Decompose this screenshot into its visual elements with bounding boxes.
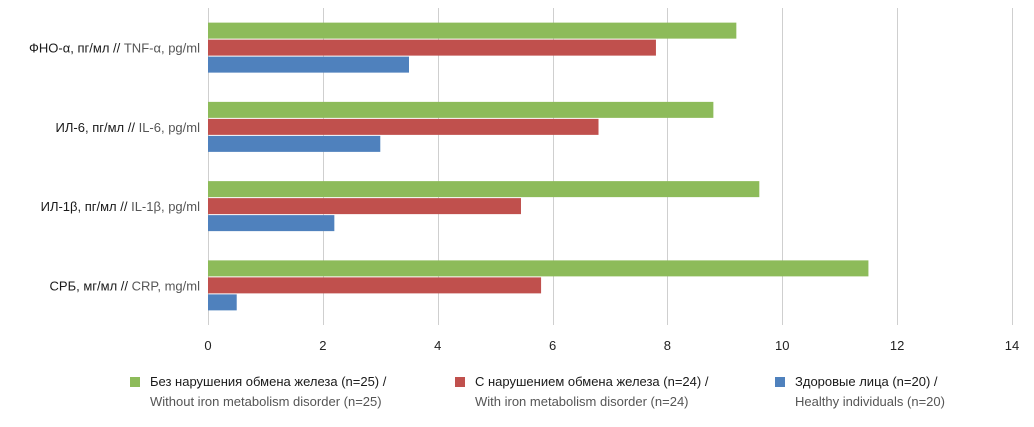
x-tick-label: 6 — [549, 338, 556, 353]
bar — [208, 135, 381, 152]
legend-label-en: Without iron metabolism disorder (n=25) — [150, 394, 382, 409]
category-labels: ФНО-α, пг/мл // TNF-α, pg/ml ИЛ-6, пг/мл … — [29, 41, 200, 294]
x-tick-labels: 0 2 4 6 8 10 12 14 — [204, 338, 1019, 353]
x-tick-label: 8 — [664, 338, 671, 353]
legend-label-en: Healthy individuals (n=20) — [795, 394, 945, 409]
legend: Без нарушения обмена железа (n=25) / Wit… — [0, 372, 1034, 422]
bar — [208, 56, 409, 73]
bar — [208, 198, 521, 215]
bar — [208, 294, 237, 311]
legend-swatch — [130, 377, 140, 387]
x-tick-label: 2 — [319, 338, 326, 353]
legend-text: Без нарушения обмена железа (n=25) / Wit… — [150, 372, 386, 412]
legend-swatch — [775, 377, 785, 387]
legend-text: С нарушением обмена железа (n=24) / With… — [475, 372, 708, 412]
legend-label-ru: Без нарушения обмена железа (n=25) / — [150, 374, 387, 389]
bars — [208, 22, 869, 311]
bar — [208, 215, 335, 232]
legend-label-ru: С нарушением обмена железа (n=24) / — [475, 374, 709, 389]
bar — [208, 181, 760, 198]
legend-swatch — [455, 377, 465, 387]
bar — [208, 22, 737, 39]
bar — [208, 277, 542, 294]
bar — [208, 39, 656, 56]
bar — [208, 101, 714, 118]
x-tick-label: 0 — [204, 338, 211, 353]
x-tick-label: 10 — [775, 338, 789, 353]
chart-canvas: ФНО-α, пг/мл // TNF-α, pg/ml ИЛ-6, пг/мл … — [29, 8, 1019, 353]
category-label: СРБ, мг/мл // CRP, mg/ml — [50, 278, 201, 293]
legend-label-ru: Здоровые лица (n=20) / — [795, 374, 938, 389]
legend-text: Здоровые лица (n=20) / Healthy individua… — [795, 372, 945, 412]
legend-label-en: With iron metabolism disorder (n=24) — [475, 394, 689, 409]
category-label: ФНО-α, пг/мл // TNF-α, pg/ml — [29, 41, 200, 56]
x-tick-label: 12 — [890, 338, 904, 353]
x-tick-label: 4 — [434, 338, 441, 353]
bar — [208, 118, 599, 135]
category-label: ИЛ-1β, пг/мл // IL-1β, pg/ml — [41, 199, 201, 214]
x-tick-label: 14 — [1005, 338, 1019, 353]
category-label: ИЛ-6, пг/мл // IL-6, pg/ml — [56, 120, 201, 135]
bar — [208, 260, 869, 277]
